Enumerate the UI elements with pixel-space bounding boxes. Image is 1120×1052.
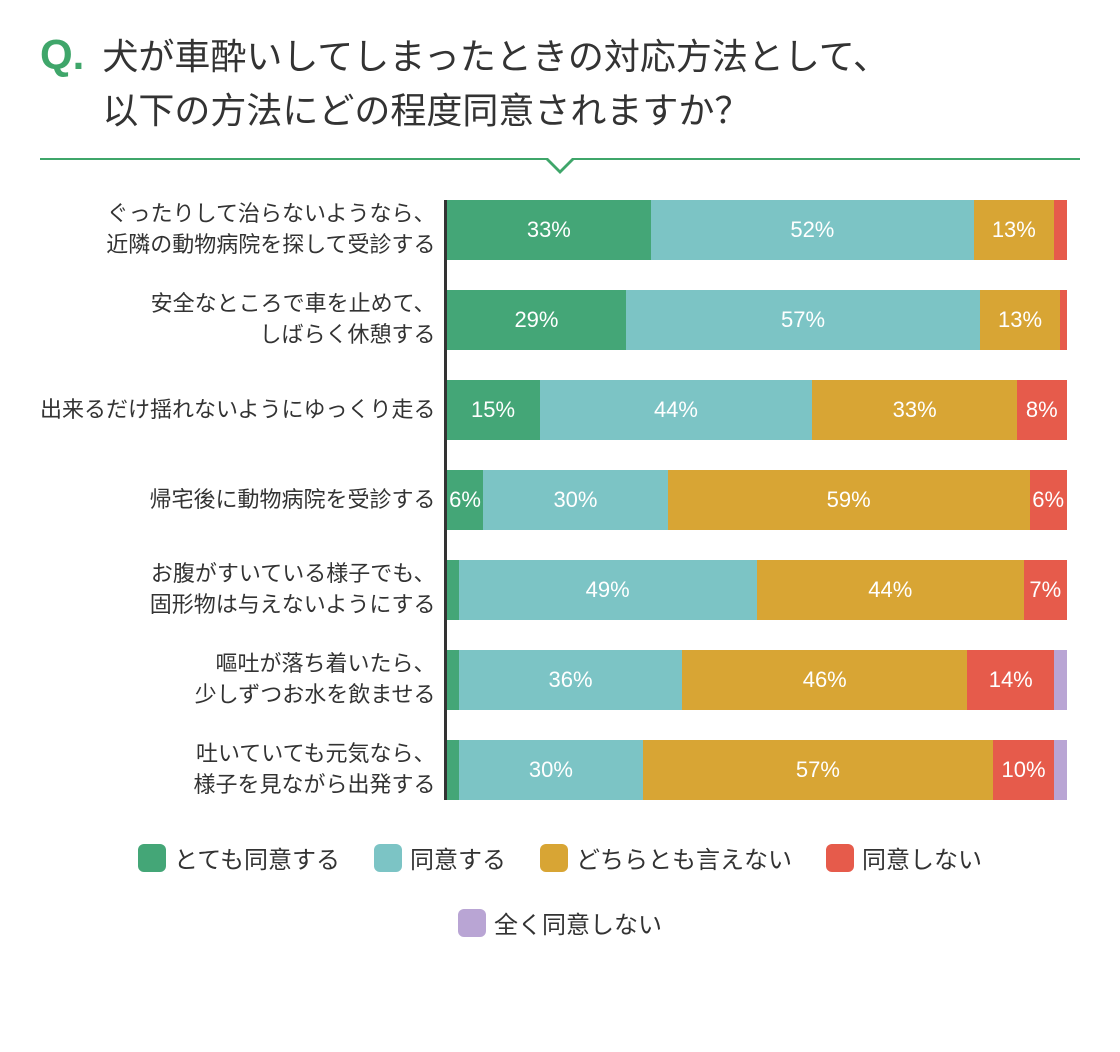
bar-segment-strongly_agree: 33% [447, 200, 652, 260]
row-labels-column: ぐったりして治らないようなら、近隣の動物病院を探して受診する安全なところで車を止… [40, 200, 444, 800]
row-label: 吐いていても元気なら、様子を見ながら出発する [194, 740, 436, 800]
bars-column: 33%52%13%29%57%13%15%44%33%8%6%30%59%6%4… [444, 200, 1080, 800]
legend-label: 同意しない [862, 840, 982, 875]
row-label-line: 出来るだけ揺れないようにゆっくり走る [40, 395, 436, 426]
legend-item: 全く同意しない [458, 905, 662, 940]
bar-row: 49%44%7% [447, 560, 1067, 620]
bar-row: 6%30%59%6% [447, 470, 1067, 530]
bar-segment-disagree [1060, 290, 1066, 350]
legend-label: どちらとも言えない [576, 840, 792, 875]
row-label-line: 近隣の動物病院を探して受診する [106, 230, 435, 261]
row-label: 帰宅後に動物病院を受診する [150, 470, 436, 530]
bar-segment-strongly_agree [447, 560, 459, 620]
bar-segment-disagree [1054, 200, 1066, 260]
row-label-line: 少しずつお水を飲ませる [195, 680, 436, 711]
bar-segment-neutral: 44% [757, 560, 1024, 620]
bar-segment-disagree: 8% [1017, 380, 1067, 440]
question-header: Q. 犬が車酔いしてしまったときの対応方法として、 以下の方法にどの程度同意され… [40, 30, 1080, 138]
question-text: 犬が車酔いしてしまったときの対応方法として、 以下の方法にどの程度同意されますか… [102, 30, 889, 138]
bar-segment-agree: 52% [651, 200, 973, 260]
bar-segment-strongly_agree: 6% [447, 470, 484, 530]
bar-segment-agree: 30% [459, 740, 643, 800]
bar-segment-agree: 36% [459, 650, 682, 710]
bar-row: 15%44%33%8% [447, 380, 1067, 440]
bar-segment-neutral: 13% [980, 290, 1061, 350]
bar-segment-neutral: 33% [812, 380, 1017, 440]
legend-item: 同意する [374, 840, 506, 875]
legend-label: 同意する [410, 840, 506, 875]
legend-swatch [458, 909, 486, 937]
bar-row: 33%52%13% [447, 200, 1067, 260]
legend-swatch [374, 844, 402, 872]
legend-swatch [826, 844, 854, 872]
row-label: お腹がすいている様子でも、固形物は与えないようにする [150, 560, 436, 620]
legend-label: とても同意する [174, 840, 340, 875]
legend-item: どちらとも言えない [540, 840, 792, 875]
row-label-line: ぐったりして治らないようなら、 [107, 199, 436, 230]
bar-segment-agree: 44% [540, 380, 813, 440]
bar-segment-strongly_disagree [1054, 650, 1066, 710]
row-label: 安全なところで車を止めて、しばらく休憩する [151, 290, 436, 350]
bar-segment-disagree: 6% [1030, 470, 1067, 530]
row-label-line: 固形物は与えないようにする [150, 590, 436, 621]
bar-row: 36%46%14% [447, 650, 1067, 710]
bar-segment-neutral: 46% [682, 650, 967, 710]
bar-row: 30%57%10% [447, 740, 1067, 800]
row-label-line: 嘔吐が落ち着いたら、 [216, 649, 436, 680]
legend-item: 同意しない [826, 840, 982, 875]
bar-segment-neutral: 59% [668, 470, 1030, 530]
row-label: 出来るだけ揺れないようにゆっくり走る [40, 380, 436, 440]
question-line: 犬が車酔いしてしまったときの対応方法として、 [102, 36, 889, 77]
bar-segment-neutral: 57% [643, 740, 993, 800]
question-line: 以下の方法にどの程度同意されますか？ [102, 90, 750, 131]
row-label-line: 安全なところで車を止めて、 [151, 289, 436, 320]
bar-segment-disagree: 14% [967, 650, 1054, 710]
legend-item: とても同意する [138, 840, 340, 875]
divider [40, 158, 1080, 160]
legend: とても同意する 同意する どちらとも言えない 同意しない全く同意しない [40, 840, 1080, 940]
bar-segment-strongly_agree [447, 650, 459, 710]
bar-segment-strongly_agree: 15% [447, 380, 540, 440]
bar-segment-strongly_disagree [1054, 740, 1066, 800]
bar-segment-strongly_agree [447, 740, 459, 800]
bar-segment-agree: 30% [483, 470, 667, 530]
legend-swatch [540, 844, 568, 872]
row-label-line: お腹がすいている様子でも、 [151, 559, 436, 590]
bar-segment-agree: 57% [626, 290, 979, 350]
bar-segment-neutral: 13% [974, 200, 1055, 260]
bar-segment-disagree: 7% [1024, 560, 1067, 620]
bar-segment-agree: 49% [459, 560, 757, 620]
bar-row: 29%57%13% [447, 290, 1067, 350]
bar-segment-disagree: 10% [993, 740, 1054, 800]
row-label-line: 吐いていても元気なら、 [196, 739, 436, 770]
q-mark: Q. [40, 30, 84, 80]
legend-swatch [138, 844, 166, 872]
legend-label: 全く同意しない [494, 905, 662, 940]
survey-chart: ぐったりして治らないようなら、近隣の動物病院を探して受診する安全なところで車を止… [40, 200, 1080, 800]
row-label: ぐったりして治らないようなら、近隣の動物病院を探して受診する [106, 200, 435, 260]
row-label-line: 様子を見ながら出発する [194, 770, 436, 801]
row-label: 嘔吐が落ち着いたら、少しずつお水を飲ませる [195, 650, 436, 710]
bar-segment-strongly_agree: 29% [447, 290, 627, 350]
row-label-line: しばらく休憩する [260, 320, 436, 351]
row-label-line: 帰宅後に動物病院を受診する [150, 485, 436, 516]
